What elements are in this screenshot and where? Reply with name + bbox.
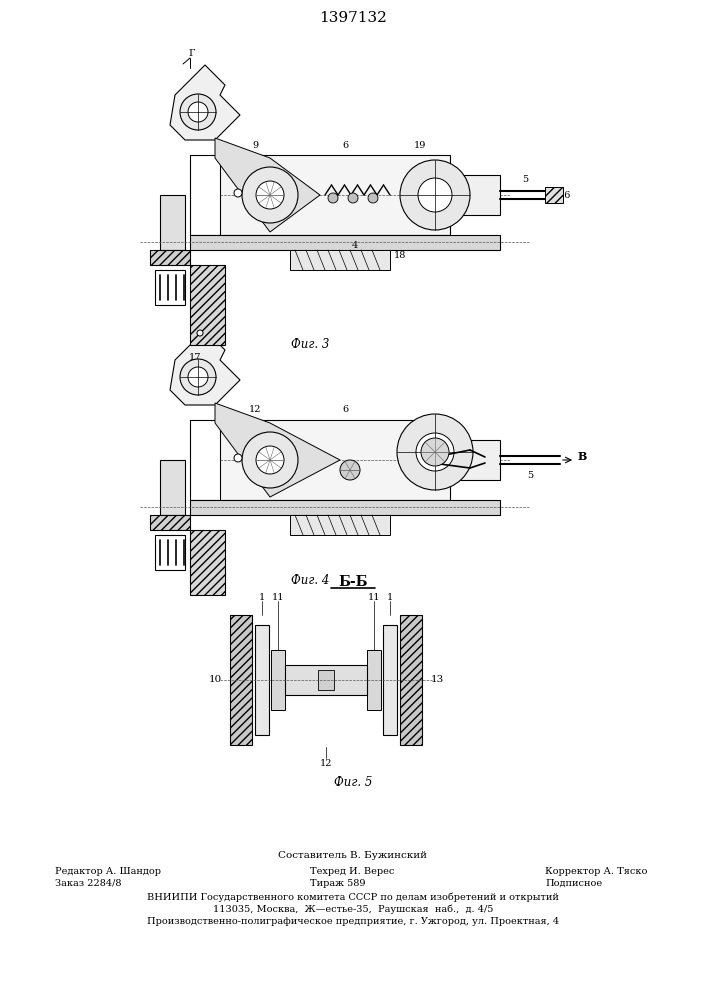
Text: ВНИИПИ Государственного комитета СССР по делам изобретений и открытий: ВНИИПИ Государственного комитета СССР по… [147,892,559,902]
Circle shape [368,193,378,203]
Text: Техред И. Верес: Техред И. Верес [310,866,395,876]
Bar [160,195,185,250]
Text: Заказ 2284/8: Заказ 2284/8 [55,879,122,888]
Text: 11: 11 [368,592,380,601]
Bar [285,665,367,695]
Bar [155,535,185,570]
Text: 18: 18 [394,250,407,259]
Bar [160,460,185,515]
Circle shape [340,460,360,480]
Bar [450,175,500,215]
Bar [190,265,225,345]
Circle shape [256,181,284,209]
Circle shape [242,432,298,488]
Bar [450,440,500,480]
Circle shape [328,193,338,203]
Circle shape [242,167,298,223]
Text: 12: 12 [320,758,332,768]
Bar [150,250,190,265]
Bar [367,650,381,710]
Circle shape [197,330,203,336]
Text: 5: 5 [522,176,528,184]
Circle shape [416,433,454,471]
Text: 19: 19 [414,140,426,149]
Bar [290,250,390,270]
Circle shape [421,438,449,466]
Text: Б-Б: Б-Б [338,575,368,589]
Text: Производственно-полиграфическое предприятие, г. Ужгород, ул. Проектная, 4: Производственно-полиграфическое предприя… [147,916,559,926]
Polygon shape [170,330,240,405]
Text: Г: Г [189,48,195,57]
Bar [383,625,397,735]
Text: 17: 17 [189,353,201,361]
Bar [155,270,185,305]
Text: 113035, Москва,  Ж—естье-35,  Раушская  наб.,  д. 4/5: 113035, Москва, Ж—естье-35, Раушская наб… [213,904,493,914]
Text: 13: 13 [431,676,443,684]
Bar [318,670,334,690]
Text: Тираж 589: Тираж 589 [310,879,366,888]
Bar [271,650,285,710]
Text: 10: 10 [209,676,221,684]
Bar [400,615,422,745]
Text: 1: 1 [387,592,393,601]
Polygon shape [215,138,320,232]
Text: 1: 1 [259,592,265,601]
Text: 5: 5 [527,471,533,480]
Circle shape [256,446,284,474]
Text: 9: 9 [252,140,258,149]
Text: B: B [578,452,587,462]
Bar [545,187,563,203]
Text: Подписное: Подписное [545,879,602,888]
Text: 6: 6 [342,406,348,414]
Circle shape [180,359,216,395]
Circle shape [234,454,242,462]
Bar [190,530,225,595]
Polygon shape [215,403,340,497]
Bar [255,625,269,735]
Text: Составитель В. Бужинский: Составитель В. Бужинский [279,850,428,859]
Bar [220,420,450,500]
Circle shape [418,178,452,212]
Polygon shape [170,65,240,140]
Text: Редактор А. Шандор: Редактор А. Шандор [55,866,161,876]
Bar [220,155,450,235]
Bar [190,500,500,515]
Circle shape [188,367,208,387]
Text: Фиг. 5: Фиг. 5 [334,776,372,790]
Text: 11: 11 [271,592,284,601]
Circle shape [234,189,242,197]
Text: 12: 12 [249,406,262,414]
Circle shape [397,414,473,490]
Bar [150,515,190,530]
Circle shape [400,160,470,230]
Text: 16: 16 [559,190,571,200]
Bar [230,615,252,745]
Circle shape [188,102,208,122]
Circle shape [180,94,216,130]
Text: Фиг. 3: Фиг. 3 [291,338,329,352]
Text: 4: 4 [352,240,358,249]
Bar [290,515,390,535]
Circle shape [348,193,358,203]
Text: Корректор А. Тяско: Корректор А. Тяско [545,866,648,876]
Bar [190,235,500,250]
Text: Фиг. 4: Фиг. 4 [291,574,329,586]
Text: 6: 6 [342,140,348,149]
Text: 1397132: 1397132 [319,11,387,25]
